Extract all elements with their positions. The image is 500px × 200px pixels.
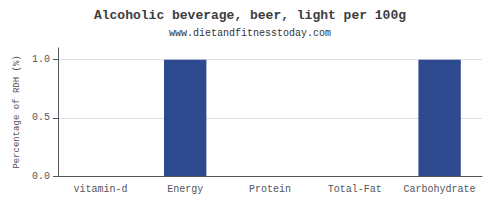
- svg-text:www.dietandfitnesstoday.com: www.dietandfitnesstoday.com: [169, 28, 331, 39]
- svg-text:0.5: 0.5: [32, 112, 50, 123]
- svg-text:1.0: 1.0: [32, 54, 50, 65]
- svg-text:vitamin-d: vitamin-d: [73, 184, 127, 195]
- svg-text:Total-Fat: Total-Fat: [328, 184, 382, 195]
- svg-text:0.0: 0.0: [32, 171, 50, 182]
- svg-text:Alcoholic beverage, beer, ligh: Alcoholic beverage, beer, light per 100g: [94, 8, 406, 23]
- svg-text:Protein: Protein: [249, 184, 291, 195]
- svg-text:Percentage of RDH (%): Percentage of RDH (%): [12, 55, 22, 168]
- svg-text:Energy: Energy: [167, 184, 203, 195]
- svg-text:Carbohydrate: Carbohydrate: [404, 184, 476, 195]
